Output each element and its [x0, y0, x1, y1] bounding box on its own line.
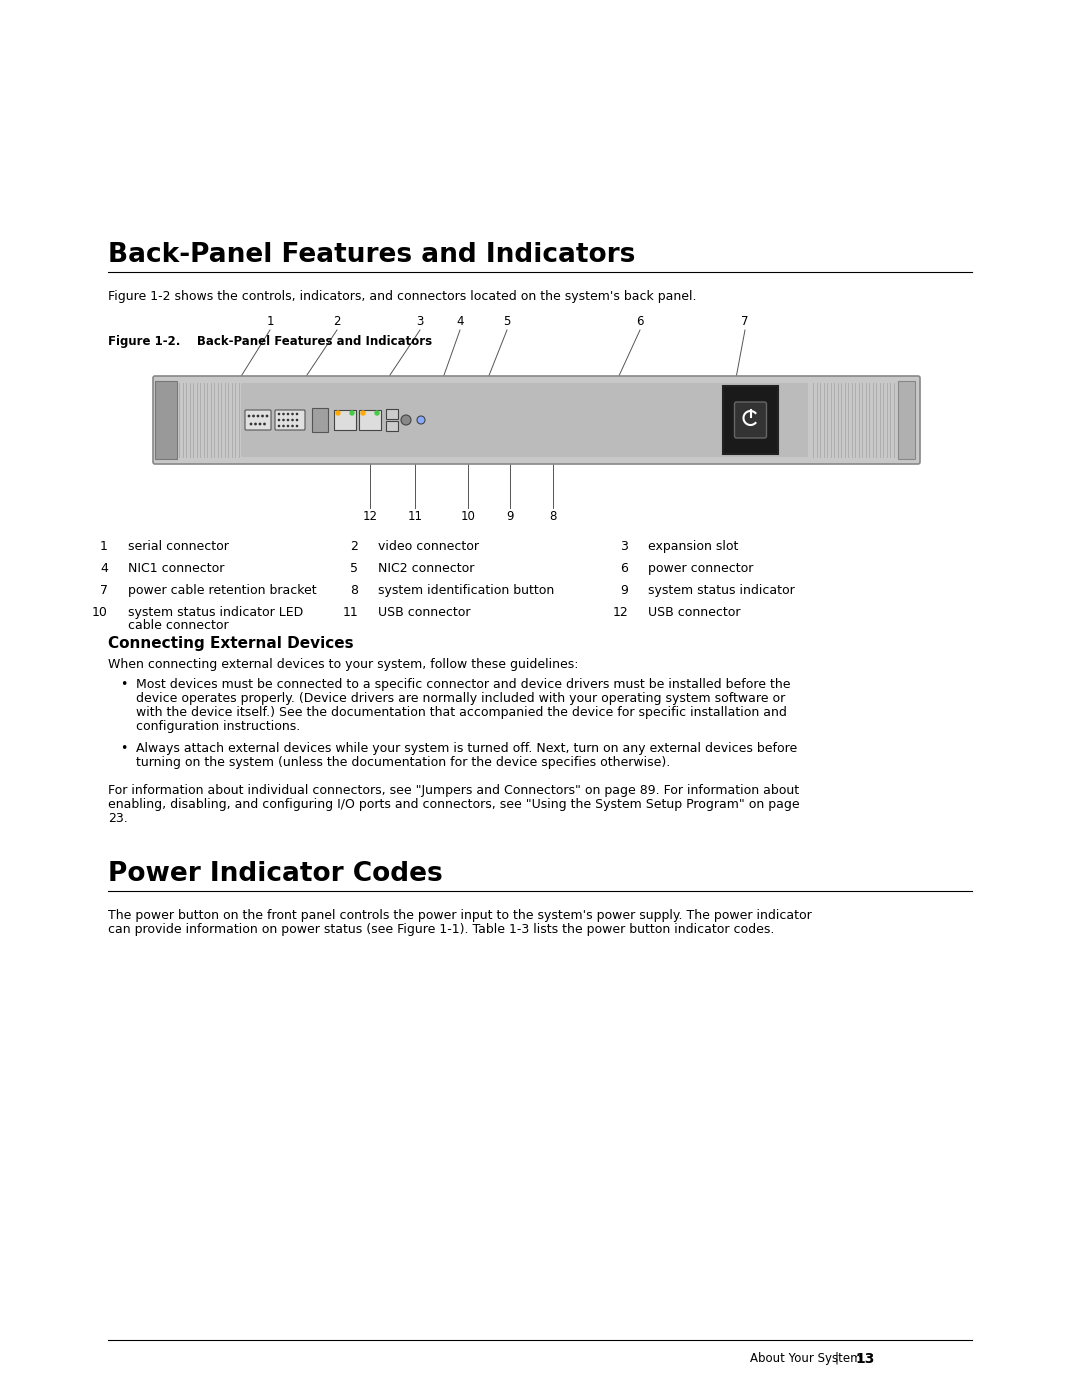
- Text: When connecting external devices to your system, follow these guidelines:: When connecting external devices to your…: [108, 658, 579, 671]
- Circle shape: [336, 411, 340, 415]
- Text: Always attach external devices while your system is turned off. Next, turn on an: Always attach external devices while you…: [136, 742, 797, 754]
- Bar: [359, 409, 381, 430]
- Text: 2: 2: [334, 314, 341, 328]
- Bar: [386, 420, 399, 432]
- Bar: [334, 409, 356, 430]
- FancyBboxPatch shape: [275, 409, 305, 430]
- Text: can provide information on power status (see Figure 1-1). Table 1-3 lists the po: can provide information on power status …: [108, 923, 774, 936]
- Text: Most devices must be connected to a specific connector and device drivers must b: Most devices must be connected to a spec…: [136, 678, 791, 692]
- Text: device operates properly. (Device drivers are normally included with your operat: device operates properly. (Device driver…: [136, 692, 785, 705]
- Circle shape: [375, 411, 379, 415]
- Text: For information about individual connectors, see "Jumpers and Connectors" on pag: For information about individual connect…: [108, 784, 799, 798]
- Text: 12: 12: [612, 606, 627, 619]
- Circle shape: [248, 415, 249, 416]
- Text: 9: 9: [620, 584, 627, 597]
- Text: video connector: video connector: [378, 541, 480, 553]
- FancyBboxPatch shape: [245, 409, 271, 430]
- Text: Figure 1-2 shows the controls, indicators, and connectors located on the system': Figure 1-2 shows the controls, indicator…: [108, 291, 697, 303]
- Text: Connecting External Devices: Connecting External Devices: [108, 636, 353, 651]
- Bar: [386, 409, 399, 419]
- Bar: [897, 381, 915, 460]
- Text: turning on the system (unless the documentation for the device specifies otherwi: turning on the system (unless the docume…: [136, 756, 671, 768]
- Text: expansion slot: expansion slot: [648, 541, 739, 553]
- Text: system identification button: system identification button: [378, 584, 554, 597]
- Text: Power Indicator Codes: Power Indicator Codes: [108, 861, 443, 887]
- Text: system status indicator LED: system status indicator LED: [129, 606, 303, 619]
- Text: USB connector: USB connector: [378, 606, 471, 619]
- Text: Figure 1-2.    Back-Panel Features and Indicators: Figure 1-2. Back-Panel Features and Indi…: [108, 335, 432, 348]
- FancyBboxPatch shape: [153, 376, 920, 464]
- Circle shape: [261, 415, 264, 416]
- Text: serial connector: serial connector: [129, 541, 229, 553]
- Text: 10: 10: [92, 606, 108, 619]
- Bar: [723, 386, 778, 454]
- Text: with the device itself.) See the documentation that accompanied the device for s: with the device itself.) See the documen…: [136, 705, 787, 719]
- Text: 5: 5: [350, 562, 357, 576]
- Text: 1: 1: [100, 541, 108, 553]
- Text: power cable retention bracket: power cable retention bracket: [129, 584, 316, 597]
- Text: •: •: [120, 678, 127, 692]
- Circle shape: [255, 423, 256, 425]
- FancyBboxPatch shape: [734, 402, 767, 439]
- Text: power connector: power connector: [648, 562, 754, 576]
- Text: 6: 6: [620, 562, 627, 576]
- Text: 12: 12: [363, 510, 378, 522]
- Circle shape: [259, 423, 260, 425]
- Text: 6: 6: [636, 314, 644, 328]
- Text: 13: 13: [855, 1352, 875, 1366]
- Circle shape: [267, 415, 268, 416]
- Text: 4: 4: [100, 562, 108, 576]
- Text: configuration instructions.: configuration instructions.: [136, 719, 300, 733]
- Text: 8: 8: [550, 510, 556, 522]
- Text: NIC2 connector: NIC2 connector: [378, 562, 474, 576]
- Bar: [312, 408, 328, 432]
- Text: 8: 8: [350, 584, 357, 597]
- Text: 7: 7: [741, 314, 748, 328]
- Circle shape: [257, 415, 259, 416]
- Text: NIC1 connector: NIC1 connector: [129, 562, 225, 576]
- Text: 1: 1: [267, 314, 273, 328]
- Text: •: •: [120, 742, 127, 754]
- Text: 5: 5: [503, 314, 511, 328]
- Text: 7: 7: [100, 584, 108, 597]
- Text: |: |: [835, 1352, 839, 1365]
- Text: The power button on the front panel controls the power input to the system's pow: The power button on the front panel cont…: [108, 909, 812, 922]
- Circle shape: [253, 415, 254, 416]
- Circle shape: [251, 423, 252, 425]
- Text: 2: 2: [350, 541, 357, 553]
- Bar: [241, 383, 808, 457]
- Text: 3: 3: [416, 314, 423, 328]
- Text: About Your System: About Your System: [750, 1352, 862, 1365]
- Text: 11: 11: [342, 606, 357, 619]
- Text: 4: 4: [456, 314, 463, 328]
- Circle shape: [361, 411, 365, 415]
- Circle shape: [401, 415, 411, 425]
- Text: cable connector: cable connector: [129, 619, 229, 631]
- Text: system status indicator: system status indicator: [648, 584, 795, 597]
- Circle shape: [350, 411, 354, 415]
- Bar: [156, 381, 177, 460]
- Text: USB connector: USB connector: [648, 606, 741, 619]
- Text: 9: 9: [507, 510, 514, 522]
- Circle shape: [417, 416, 426, 425]
- Circle shape: [264, 423, 266, 425]
- Text: enabling, disabling, and configuring I/O ports and connectors, see "Using the Sy: enabling, disabling, and configuring I/O…: [108, 798, 799, 812]
- Text: 3: 3: [620, 541, 627, 553]
- Text: 23.: 23.: [108, 812, 127, 826]
- Text: 10: 10: [460, 510, 475, 522]
- Text: Back-Panel Features and Indicators: Back-Panel Features and Indicators: [108, 242, 635, 268]
- Text: 11: 11: [407, 510, 422, 522]
